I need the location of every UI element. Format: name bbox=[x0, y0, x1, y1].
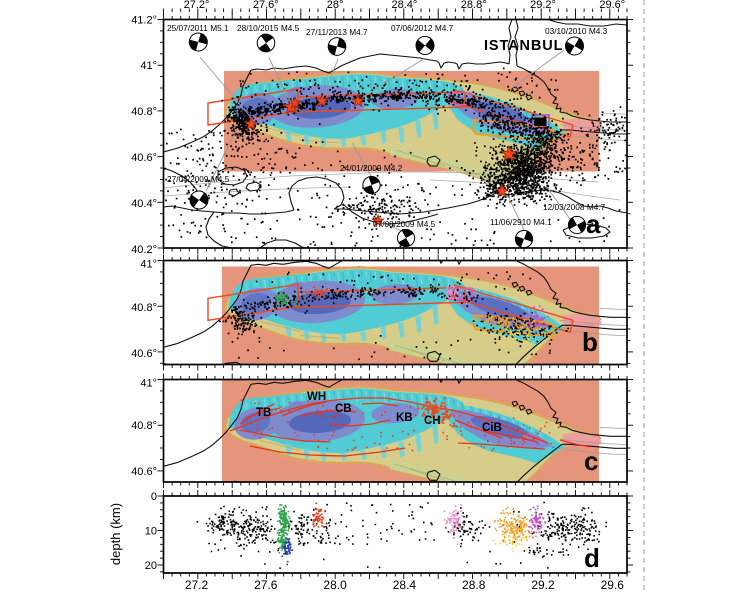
svg-text:d: d bbox=[584, 543, 600, 573]
svg-text:40.8°: 40.8° bbox=[131, 302, 157, 314]
svg-text:29.6: 29.6 bbox=[601, 578, 625, 592]
svg-text:depth (km): depth (km) bbox=[108, 503, 123, 565]
svg-text:41°: 41° bbox=[140, 259, 157, 271]
svg-text:27.2: 27.2 bbox=[185, 578, 209, 592]
svg-text:28.0: 28.0 bbox=[323, 578, 347, 592]
svg-text:0: 0 bbox=[151, 491, 157, 503]
svg-text:a: a bbox=[586, 209, 601, 239]
svg-text:28.4°: 28.4° bbox=[391, 0, 417, 11]
svg-text:28.4: 28.4 bbox=[393, 578, 417, 592]
svg-text:CH: CH bbox=[424, 415, 441, 427]
svg-text:40.6°: 40.6° bbox=[131, 152, 157, 164]
svg-text:27/11/2013 M4.7: 27/11/2013 M4.7 bbox=[306, 27, 368, 37]
svg-text:29.2°: 29.2° bbox=[530, 0, 556, 11]
svg-text:WH: WH bbox=[307, 391, 326, 403]
svg-text:07/06/2012 M4.7: 07/06/2012 M4.7 bbox=[391, 23, 454, 33]
svg-text:07/08/2009 M4.5: 07/08/2009 M4.5 bbox=[373, 219, 436, 229]
svg-text:CiB: CiB bbox=[482, 422, 502, 434]
svg-text:11/06/2910 M4.1: 11/06/2910 M4.1 bbox=[490, 217, 552, 227]
svg-text:41°: 41° bbox=[140, 378, 157, 390]
svg-text:ISTANBUL: ISTANBUL bbox=[484, 38, 563, 54]
svg-text:24/01/2009 M4.2: 24/01/2009 M4.2 bbox=[340, 163, 403, 173]
svg-text:28°: 28° bbox=[327, 0, 344, 11]
svg-text:25/07/2011 M5.1: 25/07/2011 M5.1 bbox=[167, 23, 229, 33]
svg-text:TB: TB bbox=[256, 407, 271, 419]
svg-text:40.8°: 40.8° bbox=[131, 106, 157, 118]
svg-text:28.8°: 28.8° bbox=[461, 0, 487, 11]
svg-text:c: c bbox=[584, 446, 598, 476]
svg-text:40.2°: 40.2° bbox=[131, 244, 157, 256]
svg-text:40.8°: 40.8° bbox=[131, 420, 157, 432]
svg-text:28/10/2015 M4.5: 28/10/2015 M4.5 bbox=[237, 23, 300, 33]
svg-text:27.2°: 27.2° bbox=[184, 0, 210, 11]
svg-text:b: b bbox=[582, 327, 598, 357]
svg-text:27/04/2009 M4.5: 27/04/2009 M4.5 bbox=[167, 174, 230, 184]
svg-text:40.6°: 40.6° bbox=[131, 348, 157, 360]
svg-text:27.6°: 27.6° bbox=[253, 0, 279, 11]
svg-text:27.6: 27.6 bbox=[254, 578, 278, 592]
svg-text:29.6°: 29.6° bbox=[599, 0, 625, 11]
svg-text:28.8: 28.8 bbox=[462, 578, 486, 592]
svg-text:10: 10 bbox=[145, 526, 157, 538]
svg-text:40.6°: 40.6° bbox=[131, 466, 157, 478]
svg-text:03/10/2010 M4.3: 03/10/2010 M4.3 bbox=[545, 26, 608, 36]
svg-text:20: 20 bbox=[145, 560, 157, 572]
svg-text:41°: 41° bbox=[140, 60, 157, 72]
svg-text:40.4°: 40.4° bbox=[131, 198, 157, 210]
svg-text:KB: KB bbox=[396, 412, 413, 424]
svg-text:CB: CB bbox=[335, 403, 352, 415]
svg-text:41.2°: 41.2° bbox=[131, 15, 157, 27]
svg-text:29.2: 29.2 bbox=[531, 578, 555, 592]
svg-text:12/03/2008 M4.7: 12/03/2008 M4.7 bbox=[543, 202, 606, 212]
